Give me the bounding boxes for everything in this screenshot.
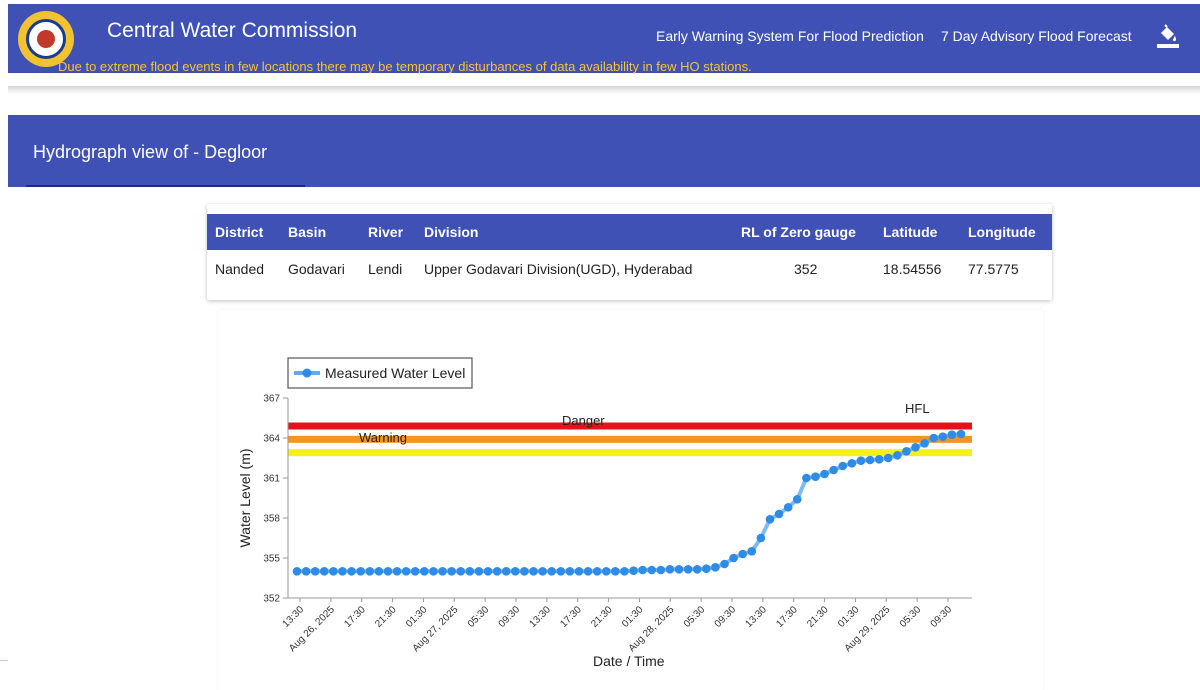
cwc-logo (18, 11, 74, 67)
value-rl-zero-gauge: 352 (794, 261, 818, 277)
header-district: District (215, 224, 264, 240)
nav-early-warning[interactable]: Early Warning System For Flood Predictio… (656, 28, 924, 44)
nav-flood-forecast[interactable]: 7 Day Advisory Flood Forecast (941, 28, 1132, 44)
page-title: Hydrograph view of - Degloor (33, 142, 268, 162)
header-division: Division (424, 224, 479, 240)
value-longitude: 77.5775 (968, 261, 1019, 277)
value-latitude: 18.54556 (883, 261, 942, 277)
value-district: Nanded (215, 261, 265, 277)
header-river: River (368, 224, 404, 240)
data-availability-notice: Due to extreme flood events in few locat… (58, 59, 752, 74)
value-river: Lendi (368, 261, 403, 277)
logo-emblem (26, 19, 66, 59)
app-title: Central Water Commission (107, 19, 358, 42)
header-latitude: Latitude (883, 224, 938, 240)
logo-core (37, 30, 55, 48)
table-header-row: District Basin River Division RL of Zero… (207, 214, 1052, 250)
paint-bucket-icon[interactable] (1156, 22, 1180, 50)
hydrograph-header: Hydrograph view of - Degloor (8, 115, 1200, 187)
header-rl-zero-gauge: RL of Zero gauge (741, 224, 856, 240)
value-division: Upper Godavari Division(UGD), Hyderabad (424, 261, 693, 277)
app-header: Central Water Commission Early Warning S… (8, 4, 1200, 74)
value-basin: Godavari (288, 261, 345, 277)
hydrograph-chart-card (218, 310, 1043, 690)
header-shadow (8, 86, 1200, 94)
header-longitude: Longitude (968, 224, 1036, 240)
station-info-table: District Basin River Division RL of Zero… (207, 204, 1052, 300)
header-basin: Basin (288, 224, 327, 240)
edge-marker (0, 660, 8, 661)
title-underline (26, 185, 305, 187)
